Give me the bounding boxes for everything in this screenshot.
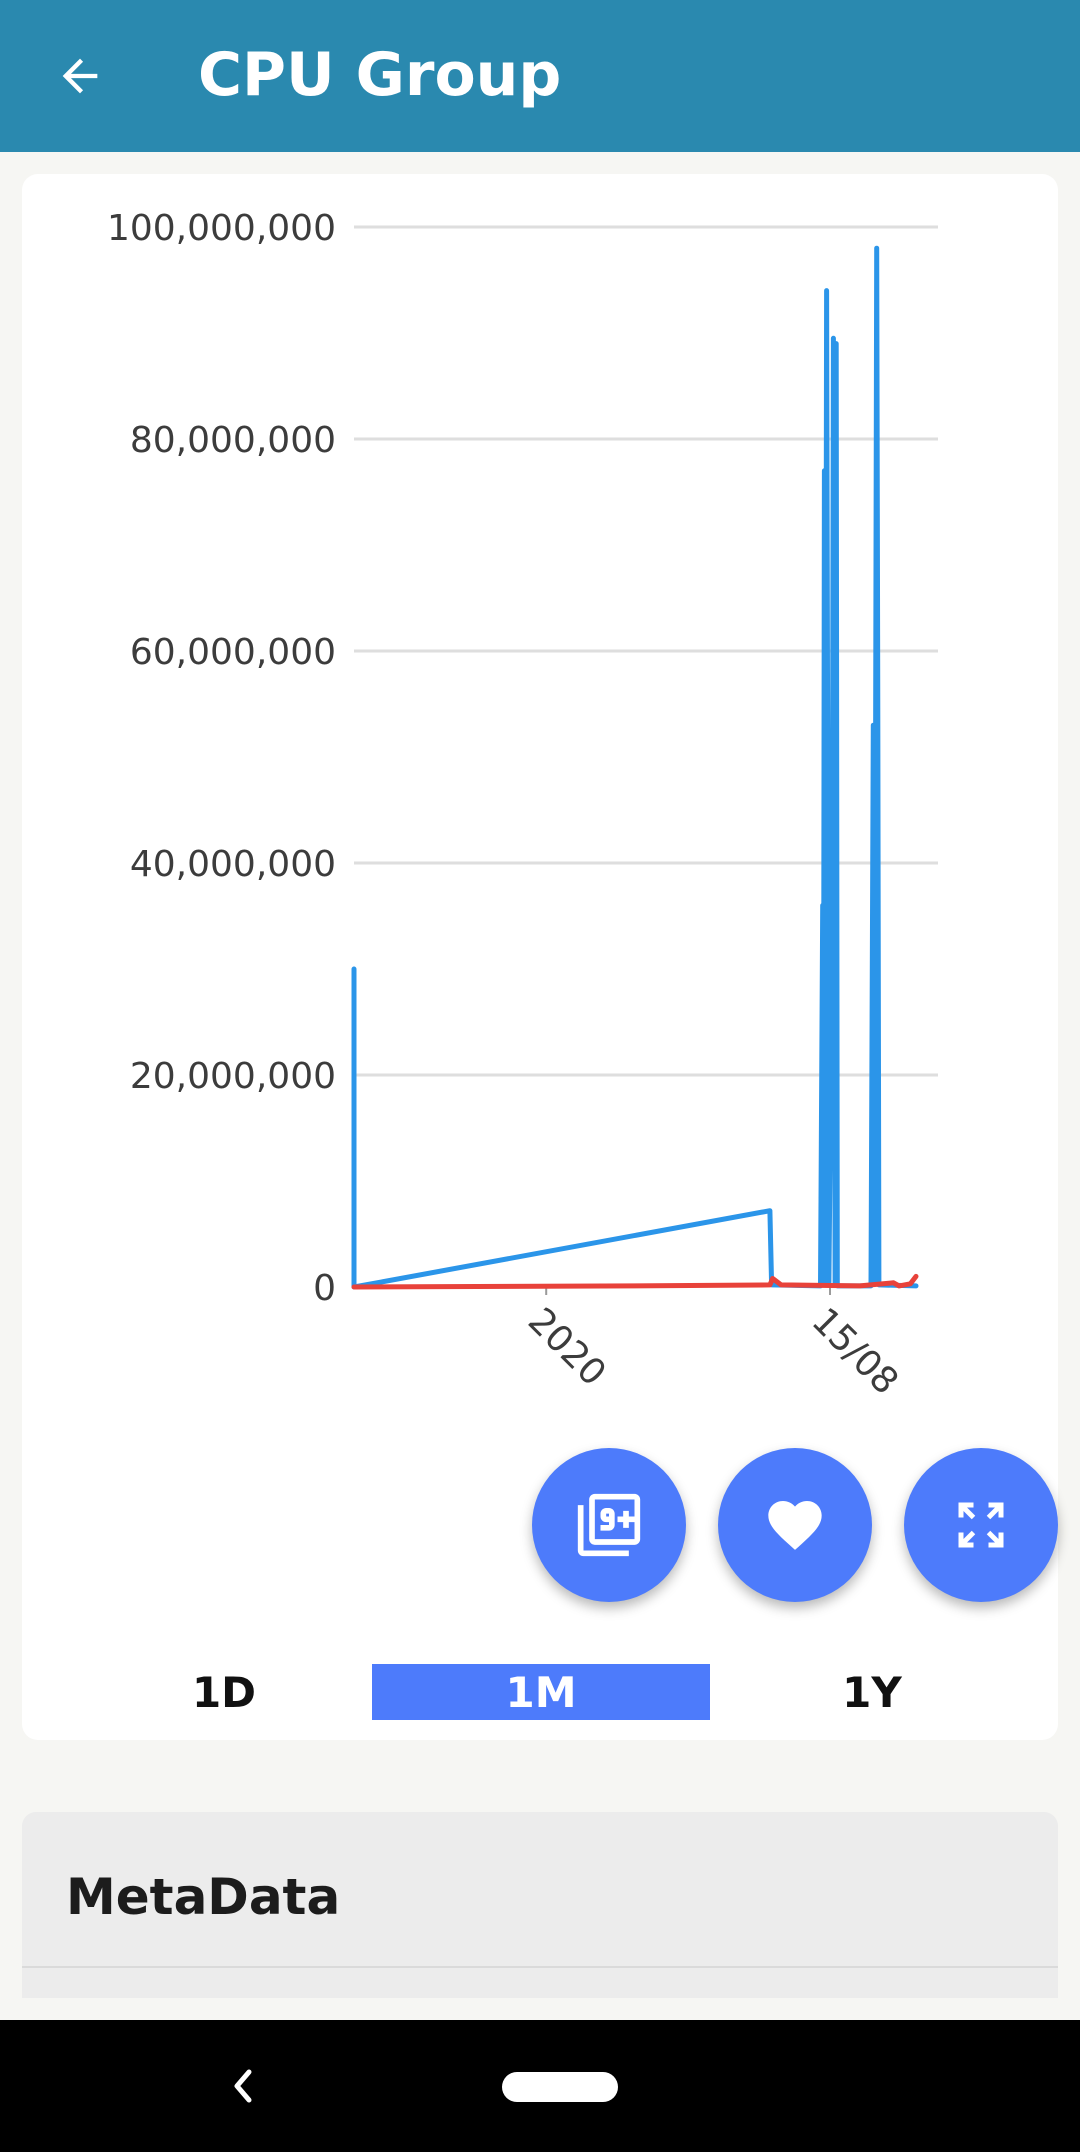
app-bar: CPU Group	[0, 0, 1080, 152]
y-tick-label: 100,000,000	[107, 208, 336, 249]
fullscreen-button[interactable]	[904, 1448, 1058, 1602]
range-1m-button[interactable]: 1M	[372, 1664, 710, 1720]
system-home-button[interactable]	[502, 2072, 618, 2102]
chevron-left-icon	[234, 2069, 252, 2103]
y-tick-label: 0	[313, 1268, 336, 1309]
y-tick-label: 80,000,000	[130, 420, 336, 461]
chart-card: 0 20,000,000 40,000,000 60,000,000 80,000,00…	[22, 174, 1058, 1740]
series-line-1	[351, 245, 919, 1290]
fullscreen-icon	[958, 1502, 1004, 1548]
heart-icon	[768, 1501, 822, 1550]
y-tick-label: 20,000,000	[130, 1056, 336, 1097]
page-title: CPU Group	[198, 40, 562, 110]
x-tick-label: 15/08	[804, 1300, 906, 1402]
series-line-2	[351, 1273, 919, 1290]
x-tick-label: 2020	[520, 1300, 614, 1394]
metadata-title: MetaData	[66, 1868, 341, 1926]
notifications-count-button[interactable]	[532, 1448, 686, 1602]
favorite-button[interactable]	[718, 1448, 872, 1602]
y-tick-label: 60,000,000	[130, 632, 336, 673]
back-button[interactable]	[40, 36, 120, 116]
arrow-back-icon	[62, 58, 98, 94]
range-1y-button[interactable]: 1Y	[842, 1667, 902, 1717]
metadata-divider	[22, 1966, 1058, 1968]
range-1d-button[interactable]: 1D	[191, 1667, 257, 1717]
cpu-line-chart: 0 20,000,000 40,000,000 60,000,000 80,000,00…	[107, 208, 938, 1403]
system-back-button[interactable]	[212, 2056, 272, 2116]
system-nav-bar	[0, 2020, 1080, 2152]
filter-9-plus-icon	[577, 1493, 641, 1557]
y-tick-label: 40,000,000	[130, 844, 336, 885]
metadata-panel: MetaData	[22, 1812, 1058, 1998]
